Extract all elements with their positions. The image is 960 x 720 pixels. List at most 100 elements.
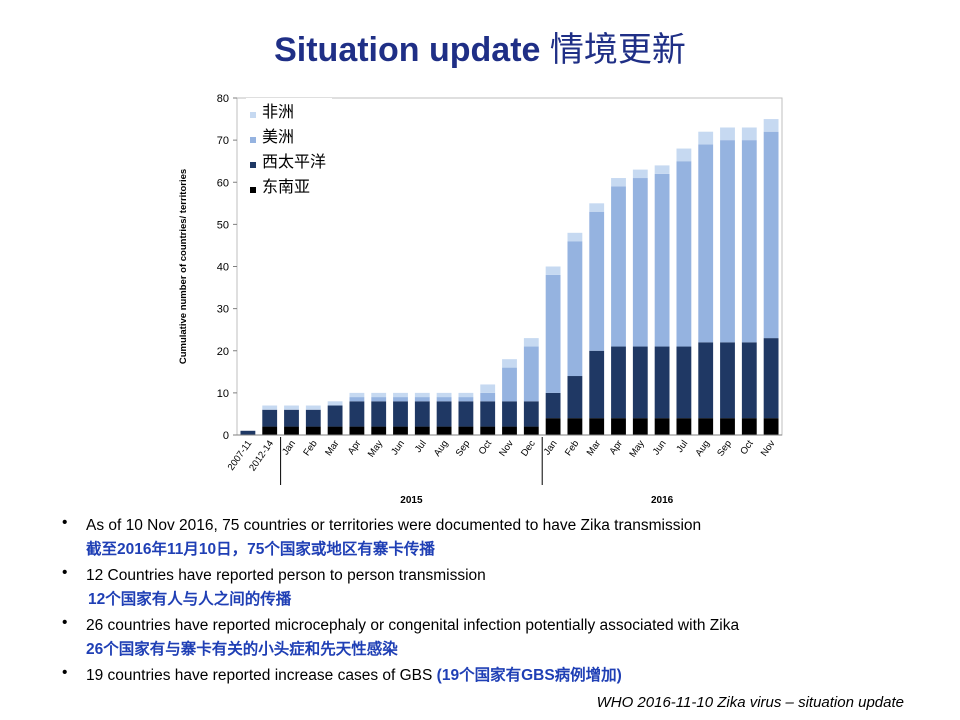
legend-label-south-east-asia: 东南亚 bbox=[262, 179, 311, 196]
bar-segment bbox=[349, 392, 365, 398]
bar-segment bbox=[545, 392, 561, 419]
legend-swatch-americas bbox=[250, 137, 256, 143]
bar-segment bbox=[349, 397, 365, 402]
legend-label-africa: 非洲 bbox=[262, 104, 295, 121]
bar-segment bbox=[436, 392, 452, 398]
bar-segment bbox=[349, 401, 365, 427]
x-tick-label: Jul bbox=[413, 438, 429, 454]
bar-segment bbox=[763, 338, 779, 419]
bullet-text-en-inline: 19 countries have reported increase case… bbox=[86, 664, 942, 688]
bar-segment bbox=[480, 426, 496, 435]
bar-segment bbox=[502, 401, 517, 427]
slide-footer: WHO 2016-11-10 Zika virus – situation up… bbox=[596, 694, 904, 711]
bar-segment bbox=[763, 131, 779, 339]
bar-segment bbox=[502, 359, 517, 368]
bar-segment bbox=[632, 418, 648, 435]
title-zh: 情境更新 bbox=[549, 31, 686, 69]
bar-segment bbox=[632, 346, 648, 419]
x-tick-label: Sep bbox=[715, 438, 734, 458]
bullet-dot: • bbox=[62, 514, 68, 531]
bar-segment bbox=[414, 401, 430, 427]
bar-segment bbox=[502, 426, 517, 435]
bar-segment bbox=[545, 418, 561, 435]
bar-segment bbox=[589, 350, 605, 419]
bar-segment bbox=[741, 140, 757, 343]
x-tick-label: Mar bbox=[585, 438, 603, 458]
bar-segment bbox=[502, 367, 517, 402]
y-tick-label: 80 bbox=[217, 93, 229, 105]
legend-item-africa: 非洲 bbox=[250, 100, 326, 125]
bar-segment bbox=[720, 418, 735, 435]
bar-segment bbox=[262, 409, 278, 427]
bar-segment bbox=[523, 401, 539, 427]
x-tick-label: Jul bbox=[674, 438, 690, 454]
y-tick-label: 30 bbox=[217, 304, 229, 316]
bar-segment bbox=[741, 418, 757, 435]
bar-segment bbox=[741, 127, 757, 141]
bar-segment bbox=[371, 401, 387, 427]
bar-segment bbox=[458, 401, 474, 427]
x-tick-label: Feb bbox=[563, 438, 581, 458]
bar-segment bbox=[480, 384, 496, 393]
bar-segment bbox=[240, 430, 256, 435]
x-tick-label: Dec bbox=[519, 438, 538, 458]
bar-segment bbox=[393, 392, 408, 398]
bullet-text-zh: 12个国家有人与人之间的传播 bbox=[88, 591, 292, 608]
bar-segment bbox=[567, 232, 583, 242]
bullet-item: • As of 10 Nov 2016, 75 countries or ter… bbox=[62, 514, 942, 564]
bar-segment bbox=[654, 346, 670, 419]
x-tick-label: Nov bbox=[497, 438, 516, 458]
bullet-dot: • bbox=[62, 564, 68, 581]
y-tick-label: 60 bbox=[217, 177, 229, 189]
bar-segment bbox=[654, 418, 670, 435]
bar-segment bbox=[327, 405, 343, 427]
legend-item-americas: 美洲 bbox=[250, 125, 326, 150]
x-tick-label: Aug bbox=[693, 438, 712, 458]
bar-segment bbox=[676, 418, 692, 435]
y-tick-label: 70 bbox=[217, 135, 229, 147]
x-tick-label: Sep bbox=[454, 438, 473, 458]
bar-segment bbox=[720, 342, 735, 419]
bar-segment bbox=[763, 418, 779, 435]
bar-segment bbox=[523, 346, 539, 402]
bullet-item: • 12 Countries have reported person to p… bbox=[62, 564, 942, 614]
bar-segment bbox=[284, 426, 299, 435]
year-label: 2016 bbox=[651, 495, 674, 506]
bar-segment bbox=[327, 401, 343, 406]
bar-segment bbox=[567, 418, 583, 435]
bar-segment bbox=[458, 426, 474, 435]
bar-segment bbox=[414, 392, 430, 398]
bar-segment bbox=[698, 144, 714, 343]
bullet-text-zh: 截至2016年11月10日，75个国家或地区有寨卡传播 bbox=[86, 541, 435, 558]
year-label: 2015 bbox=[400, 495, 423, 506]
bar-segment bbox=[611, 186, 626, 347]
bullet-item: • 26 countries have reported microcephal… bbox=[62, 614, 942, 664]
bullet-list: • As of 10 Nov 2016, 75 countries or ter… bbox=[62, 514, 942, 688]
x-tick-label: Mar bbox=[323, 438, 341, 458]
x-tick-label: Apr bbox=[346, 438, 363, 456]
bar-segment bbox=[523, 338, 539, 347]
bar-segment bbox=[654, 173, 670, 347]
chart-legend: 非洲 美洲 西太平洋 东南亚 bbox=[246, 98, 333, 202]
bar-segment bbox=[414, 397, 430, 402]
legend-swatch-africa bbox=[250, 112, 256, 118]
bar-segment bbox=[414, 426, 430, 435]
bar-segment bbox=[327, 426, 343, 435]
x-tick-label: Jan bbox=[542, 438, 560, 457]
bar-segment bbox=[305, 405, 321, 410]
bar-segment bbox=[284, 409, 299, 427]
bar-segment bbox=[545, 274, 561, 393]
bullet-text-zh: 26个国家有与寨卡有关的小头症和先天性感染 bbox=[86, 641, 398, 658]
bullet-text-en: As of 10 Nov 2016, 75 countries or terri… bbox=[86, 517, 702, 534]
bar-segment bbox=[720, 127, 735, 141]
bar-segment bbox=[632, 169, 648, 179]
bar-segment bbox=[698, 418, 714, 435]
bullet-text-en: 19 countries have reported increase case… bbox=[86, 667, 437, 684]
x-tick-label: Jun bbox=[651, 438, 669, 457]
bar-segment bbox=[436, 401, 452, 427]
bar-segment bbox=[611, 346, 626, 419]
bullet-dot: • bbox=[62, 664, 68, 681]
bar-segment bbox=[523, 426, 539, 435]
y-tick-label: 10 bbox=[217, 388, 229, 400]
x-tick-label: Oct bbox=[477, 438, 495, 457]
